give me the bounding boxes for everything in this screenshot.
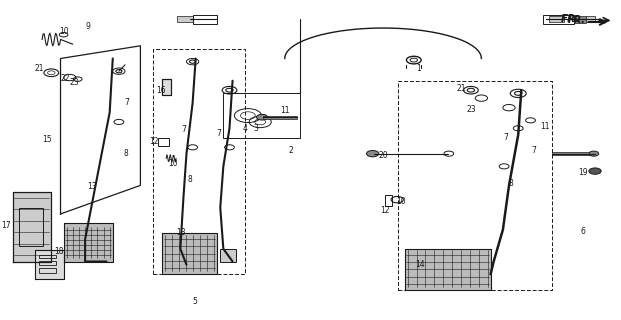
Polygon shape: [162, 233, 217, 274]
Bar: [19, 208, 43, 246]
Bar: [552, 152, 589, 155]
Text: 21: 21: [456, 84, 466, 93]
Text: 7: 7: [217, 129, 222, 138]
Text: 10: 10: [396, 197, 406, 206]
Text: 17: 17: [2, 220, 11, 229]
Text: 14: 14: [415, 260, 425, 269]
Text: 23: 23: [69, 78, 79, 87]
Bar: [39, 255, 57, 258]
Circle shape: [589, 151, 599, 156]
Bar: [220, 249, 235, 261]
Bar: [385, 195, 392, 206]
Text: 13: 13: [88, 182, 97, 191]
Text: 10: 10: [168, 159, 178, 168]
Text: 18: 18: [55, 247, 64, 257]
Bar: [193, 15, 217, 24]
Polygon shape: [12, 192, 52, 261]
Polygon shape: [63, 223, 113, 261]
Text: 9: 9: [86, 22, 91, 31]
Text: 20: 20: [378, 151, 388, 160]
Bar: [574, 16, 586, 23]
Bar: [39, 268, 57, 273]
Bar: [263, 116, 297, 119]
Text: 8: 8: [509, 179, 513, 188]
Bar: [543, 15, 574, 24]
Text: FR.: FR.: [568, 15, 586, 25]
Text: 7: 7: [531, 146, 536, 155]
Text: 11: 11: [540, 122, 550, 131]
Circle shape: [589, 168, 601, 174]
Text: 2: 2: [289, 146, 293, 155]
Text: 6: 6: [580, 227, 585, 236]
Text: FR.: FR.: [560, 14, 579, 24]
Text: 4: 4: [242, 124, 247, 133]
Text: 15: 15: [42, 135, 52, 144]
Text: 16: 16: [156, 86, 166, 95]
Text: 11: 11: [280, 106, 289, 115]
Polygon shape: [404, 249, 491, 290]
Polygon shape: [35, 251, 63, 279]
Circle shape: [256, 114, 268, 120]
Bar: [162, 79, 171, 95]
Text: 13: 13: [176, 228, 186, 237]
Text: 19: 19: [578, 168, 587, 177]
Text: 7: 7: [181, 125, 186, 134]
Text: 12: 12: [380, 206, 389, 215]
Circle shape: [366, 150, 379, 157]
Bar: [177, 16, 193, 22]
Bar: [162, 79, 171, 95]
Bar: [224, 93, 300, 138]
Text: 12: 12: [149, 137, 159, 147]
Bar: [549, 16, 564, 22]
Text: 1: 1: [415, 63, 420, 73]
Bar: [39, 260, 57, 265]
Bar: [158, 138, 169, 146]
Text: 7: 7: [124, 99, 129, 108]
Text: 5: 5: [192, 297, 197, 306]
Text: 10: 10: [60, 27, 69, 36]
Bar: [586, 16, 595, 22]
Text: 22: 22: [60, 74, 70, 83]
Text: 8: 8: [124, 149, 129, 158]
Text: 7: 7: [504, 133, 509, 142]
Text: 8: 8: [187, 174, 192, 184]
Text: 21: 21: [34, 63, 43, 73]
Text: 3: 3: [253, 124, 258, 133]
Text: 23: 23: [466, 105, 476, 114]
